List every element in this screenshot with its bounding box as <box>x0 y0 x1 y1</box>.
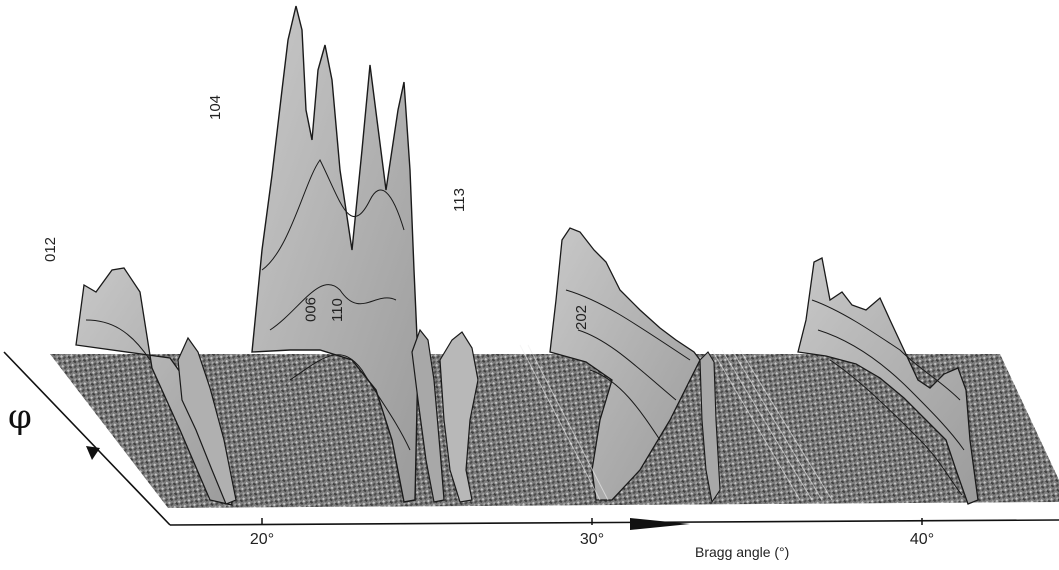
ridge-202-front <box>699 351 721 504</box>
ridge-40deg <box>797 257 979 505</box>
x-tick-label: 20° <box>250 531 274 548</box>
contour-layer <box>85 159 965 496</box>
ridge-110 <box>439 331 479 503</box>
peak-labels: 012 104 006 110 113 202 <box>42 95 590 330</box>
peak-label-113: 113 <box>451 188 468 212</box>
floor-texture <box>50 354 1059 508</box>
x-axis-title: Bragg angle (°) <box>695 544 789 560</box>
x-tick-label: 30° <box>580 531 604 548</box>
ridge-012-front <box>177 336 237 505</box>
ridge-006 <box>411 328 445 503</box>
slice-layer <box>519 344 833 501</box>
ridge-113 <box>549 227 701 501</box>
x-axis-line <box>169 519 1059 526</box>
peak-label-012: 012 <box>42 237 59 262</box>
peak-label-202: 202 <box>573 305 590 330</box>
axes <box>3 351 1059 526</box>
phi-axis-title: φ <box>8 397 32 437</box>
x-axis-arrow <box>630 518 690 530</box>
x-ticks: 20° 30° 40° <box>250 518 934 548</box>
ridge-104 <box>251 5 419 503</box>
phi-axis-arrow <box>86 446 100 460</box>
floor-layer <box>50 354 1059 508</box>
peak-label-110: 110 <box>329 298 346 322</box>
peak-label-006: 006 <box>303 297 320 322</box>
peak-layer <box>75 5 979 506</box>
phi-axis-line <box>3 351 171 526</box>
peak-label-104: 104 <box>207 95 224 120</box>
x-tick-label: 40° <box>910 531 934 548</box>
